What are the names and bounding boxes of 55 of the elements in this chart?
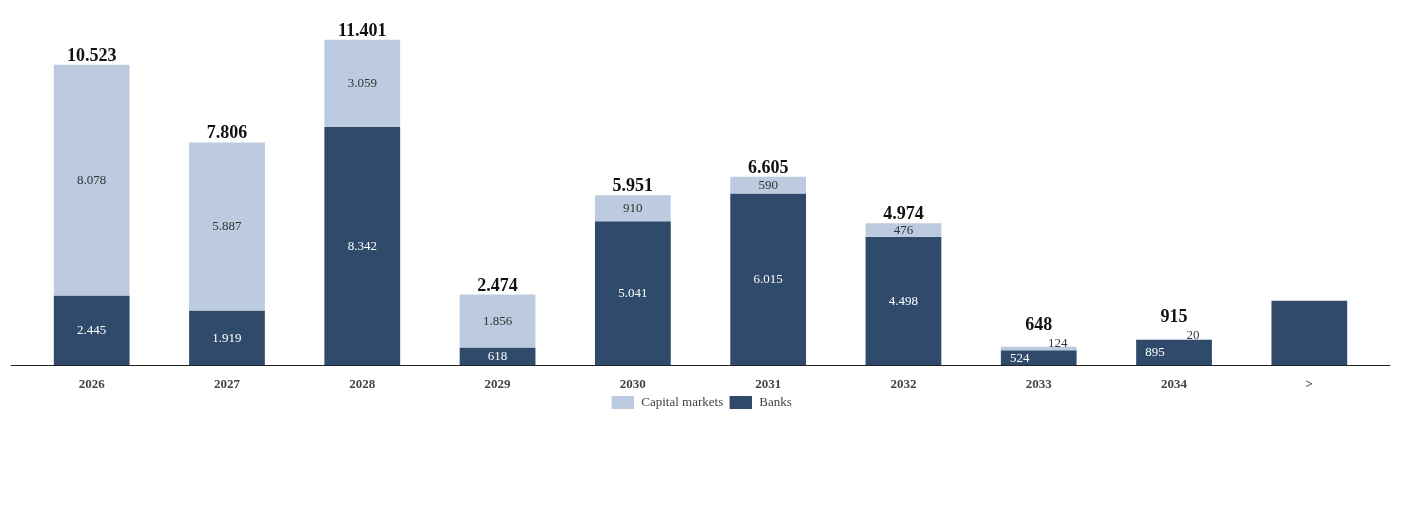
data-label: 910	[623, 200, 643, 216]
bar	[730, 193, 807, 366]
data-label: 1.856	[482, 313, 513, 329]
total-label: 2.474	[477, 274, 518, 295]
x-tick-label: 2030	[619, 376, 646, 392]
data-label: 124	[1047, 334, 1068, 350]
bar	[730, 176, 807, 194]
data-label: 3.059	[347, 75, 377, 91]
data-label: 8.342	[347, 238, 377, 254]
data-label: 5.887	[212, 218, 243, 234]
x-tick-label: 2031	[755, 376, 782, 392]
total-label: 4.974	[883, 203, 924, 224]
legend-label: Banks	[759, 394, 792, 410]
total-label: 6.605	[747, 156, 789, 177]
x-tick-label: 2033	[1025, 376, 1053, 392]
bar	[1000, 350, 1077, 366]
x-tick-label: 2029	[484, 376, 512, 392]
total-label: 7.806	[206, 122, 248, 143]
data-label: 20	[1186, 327, 1200, 343]
total-label: 10.523	[66, 44, 117, 65]
x-tick-label: 2027	[213, 376, 241, 392]
data-label: 618	[487, 348, 508, 364]
x-tick-label: 2034	[1161, 376, 1188, 392]
x-tick-label: >	[1305, 376, 1314, 392]
data-label: 590	[758, 177, 778, 193]
total-label: 915	[1160, 306, 1188, 327]
x-tick-label: 2026	[78, 376, 106, 392]
legend-label: Capital markets	[641, 394, 724, 410]
data-label: 1.919	[212, 329, 242, 345]
data-label: 4.498	[888, 292, 919, 308]
data-label: 895	[1145, 344, 1165, 360]
bar	[594, 195, 671, 222]
bar	[1271, 300, 1348, 366]
bar	[53, 295, 130, 366]
bar	[865, 223, 942, 237]
bar	[1136, 339, 1212, 366]
bar	[459, 294, 536, 348]
data-label: 8.078	[77, 172, 107, 188]
total-label: 11.401	[338, 19, 387, 40]
total-label: 5.951	[612, 175, 654, 196]
bar	[53, 64, 130, 296]
data-label: 476	[893, 222, 914, 238]
bar	[189, 310, 265, 366]
data-label: 5.041	[618, 285, 648, 301]
x-tick-label: 2028	[349, 376, 376, 392]
bar	[189, 142, 265, 311]
bar	[324, 127, 401, 366]
data-label: 2.445	[77, 322, 107, 338]
bar	[324, 39, 401, 128]
data-label: 524	[1010, 349, 1031, 365]
bar	[865, 236, 942, 366]
x-tick-label: 2032	[890, 376, 917, 392]
total-label: 648	[1025, 313, 1053, 334]
data-label: 6.015	[753, 271, 783, 287]
bar	[594, 221, 671, 366]
